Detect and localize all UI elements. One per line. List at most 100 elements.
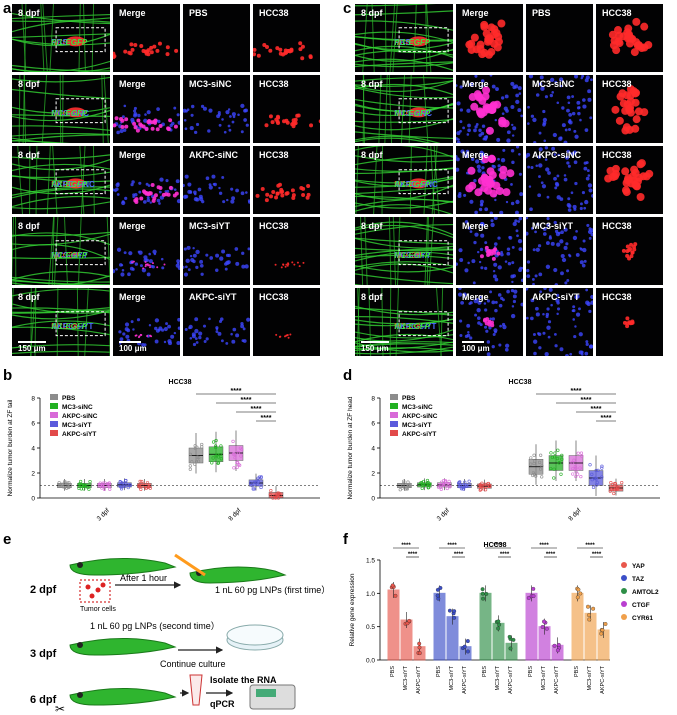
channel-title: HCC38 — [259, 150, 289, 160]
data-point — [138, 479, 142, 483]
data-point — [417, 641, 422, 646]
data-point — [465, 649, 470, 654]
data-point — [406, 480, 410, 484]
panel-label-a: a — [3, 0, 12, 17]
data-point — [580, 454, 584, 458]
channel-image: Merge — [456, 217, 523, 285]
y-tick-label: 0 — [31, 496, 35, 503]
data-point — [480, 591, 485, 596]
data-point — [79, 479, 83, 484]
e-day-3: 3 dpf — [30, 648, 57, 660]
data-point — [452, 615, 457, 620]
channel-title: AKPC-siNC — [532, 150, 582, 160]
data-point — [251, 487, 255, 491]
data-point — [497, 622, 502, 627]
data-point — [586, 613, 591, 618]
y-tick-label: 0.0 — [366, 658, 375, 665]
data-point — [576, 472, 580, 476]
data-point — [586, 604, 590, 609]
data-point — [393, 593, 398, 598]
data-point — [138, 485, 142, 489]
data-point — [257, 475, 261, 479]
data-point — [578, 591, 583, 596]
data-point — [435, 587, 440, 592]
data-point — [452, 609, 457, 614]
data-point — [402, 479, 406, 483]
treatment-overlay-label: MC3-siYT — [394, 251, 431, 260]
data-point — [479, 483, 483, 487]
overview-image: 8 dpf HCC38 MC3-siYT fli1:EGFP — [12, 217, 110, 285]
category-label: MC3-siYT — [403, 665, 409, 690]
data-point — [231, 439, 235, 443]
stage-label: 8 dpf — [361, 292, 383, 302]
channel-image: HCC38 — [253, 4, 320, 72]
y-axis-label: Normalize tumor burden at ZF head — [347, 396, 354, 499]
channel-image: Merge — [113, 4, 180, 72]
channel-title: AKPC-siYT — [532, 292, 580, 302]
data-point — [560, 453, 564, 457]
channel-image: HCC38 — [253, 75, 320, 143]
significance-label: **** — [581, 397, 592, 404]
hcc38-overlay-label: HCC38 — [51, 251, 78, 260]
hcc38-overlay-label: HCC38 — [51, 38, 78, 47]
channel-image: Merge — [113, 146, 180, 214]
channel-image: PBS — [183, 4, 250, 72]
data-point — [424, 483, 428, 487]
data-point — [600, 466, 604, 470]
y-tick-label: 1.5 — [366, 558, 375, 565]
data-point — [531, 594, 536, 599]
e-step-1-action: 1 nL 60 pg LNPs (first time） — [215, 585, 330, 595]
significance-label: **** — [454, 552, 464, 558]
data-point — [447, 608, 452, 613]
data-point — [145, 481, 150, 485]
data-point — [461, 487, 466, 491]
data-point — [232, 466, 236, 470]
data-point — [459, 487, 464, 491]
data-point — [439, 487, 443, 491]
group-label: 3 dpf — [436, 507, 451, 522]
significance-label: **** — [592, 552, 602, 558]
channel-image: HCC38 — [596, 288, 663, 356]
channel-image: HCC38 — [596, 4, 663, 72]
svg-text:✂: ✂ — [55, 702, 65, 715]
data-point — [58, 483, 62, 487]
data-point — [600, 628, 605, 633]
stage-label: 8 dpf — [361, 79, 383, 89]
data-point — [188, 452, 193, 456]
channel-title: PBS — [189, 8, 208, 18]
legend-label: MC3-siNC — [62, 404, 93, 411]
channel-image: HCC38 — [253, 146, 320, 214]
scale-bar — [119, 341, 141, 343]
channel-image: AKPC-siNC — [526, 146, 593, 214]
channel-title: HCC38 — [259, 79, 289, 89]
data-point — [595, 483, 599, 487]
category-label: AKPC-siYT — [600, 665, 606, 693]
data-point — [448, 485, 452, 489]
legend-marker — [621, 588, 627, 594]
data-point — [463, 480, 467, 484]
significance-label: **** — [539, 543, 549, 549]
data-point — [531, 586, 536, 591]
data-point — [579, 451, 584, 455]
y-tick-label: 4 — [31, 446, 35, 453]
hcc38-overlay-label: HCC38 — [51, 322, 78, 331]
y-axis-label: Relative gene expression — [349, 573, 356, 646]
data-point — [439, 485, 443, 489]
petri-dish-icon — [226, 624, 284, 651]
data-point — [538, 467, 543, 471]
data-point — [464, 484, 468, 489]
data-point — [587, 617, 592, 622]
data-point — [576, 587, 581, 592]
data-point — [608, 489, 612, 493]
data-point — [232, 452, 237, 456]
panel-label-c: c — [343, 0, 352, 17]
stage-label: 8 dpf — [361, 150, 383, 160]
legend-swatch — [50, 412, 58, 418]
treatment-overlay-label: PBS — [51, 38, 68, 47]
data-point — [458, 480, 462, 484]
data-point — [600, 475, 604, 479]
reporter-overlay-label: fli1:EGFP — [51, 38, 88, 47]
data-point — [235, 465, 239, 469]
data-point — [108, 487, 112, 491]
overview-image: 8 dpf HCC38 MC3-siNC fli1:EGFP — [355, 75, 453, 143]
